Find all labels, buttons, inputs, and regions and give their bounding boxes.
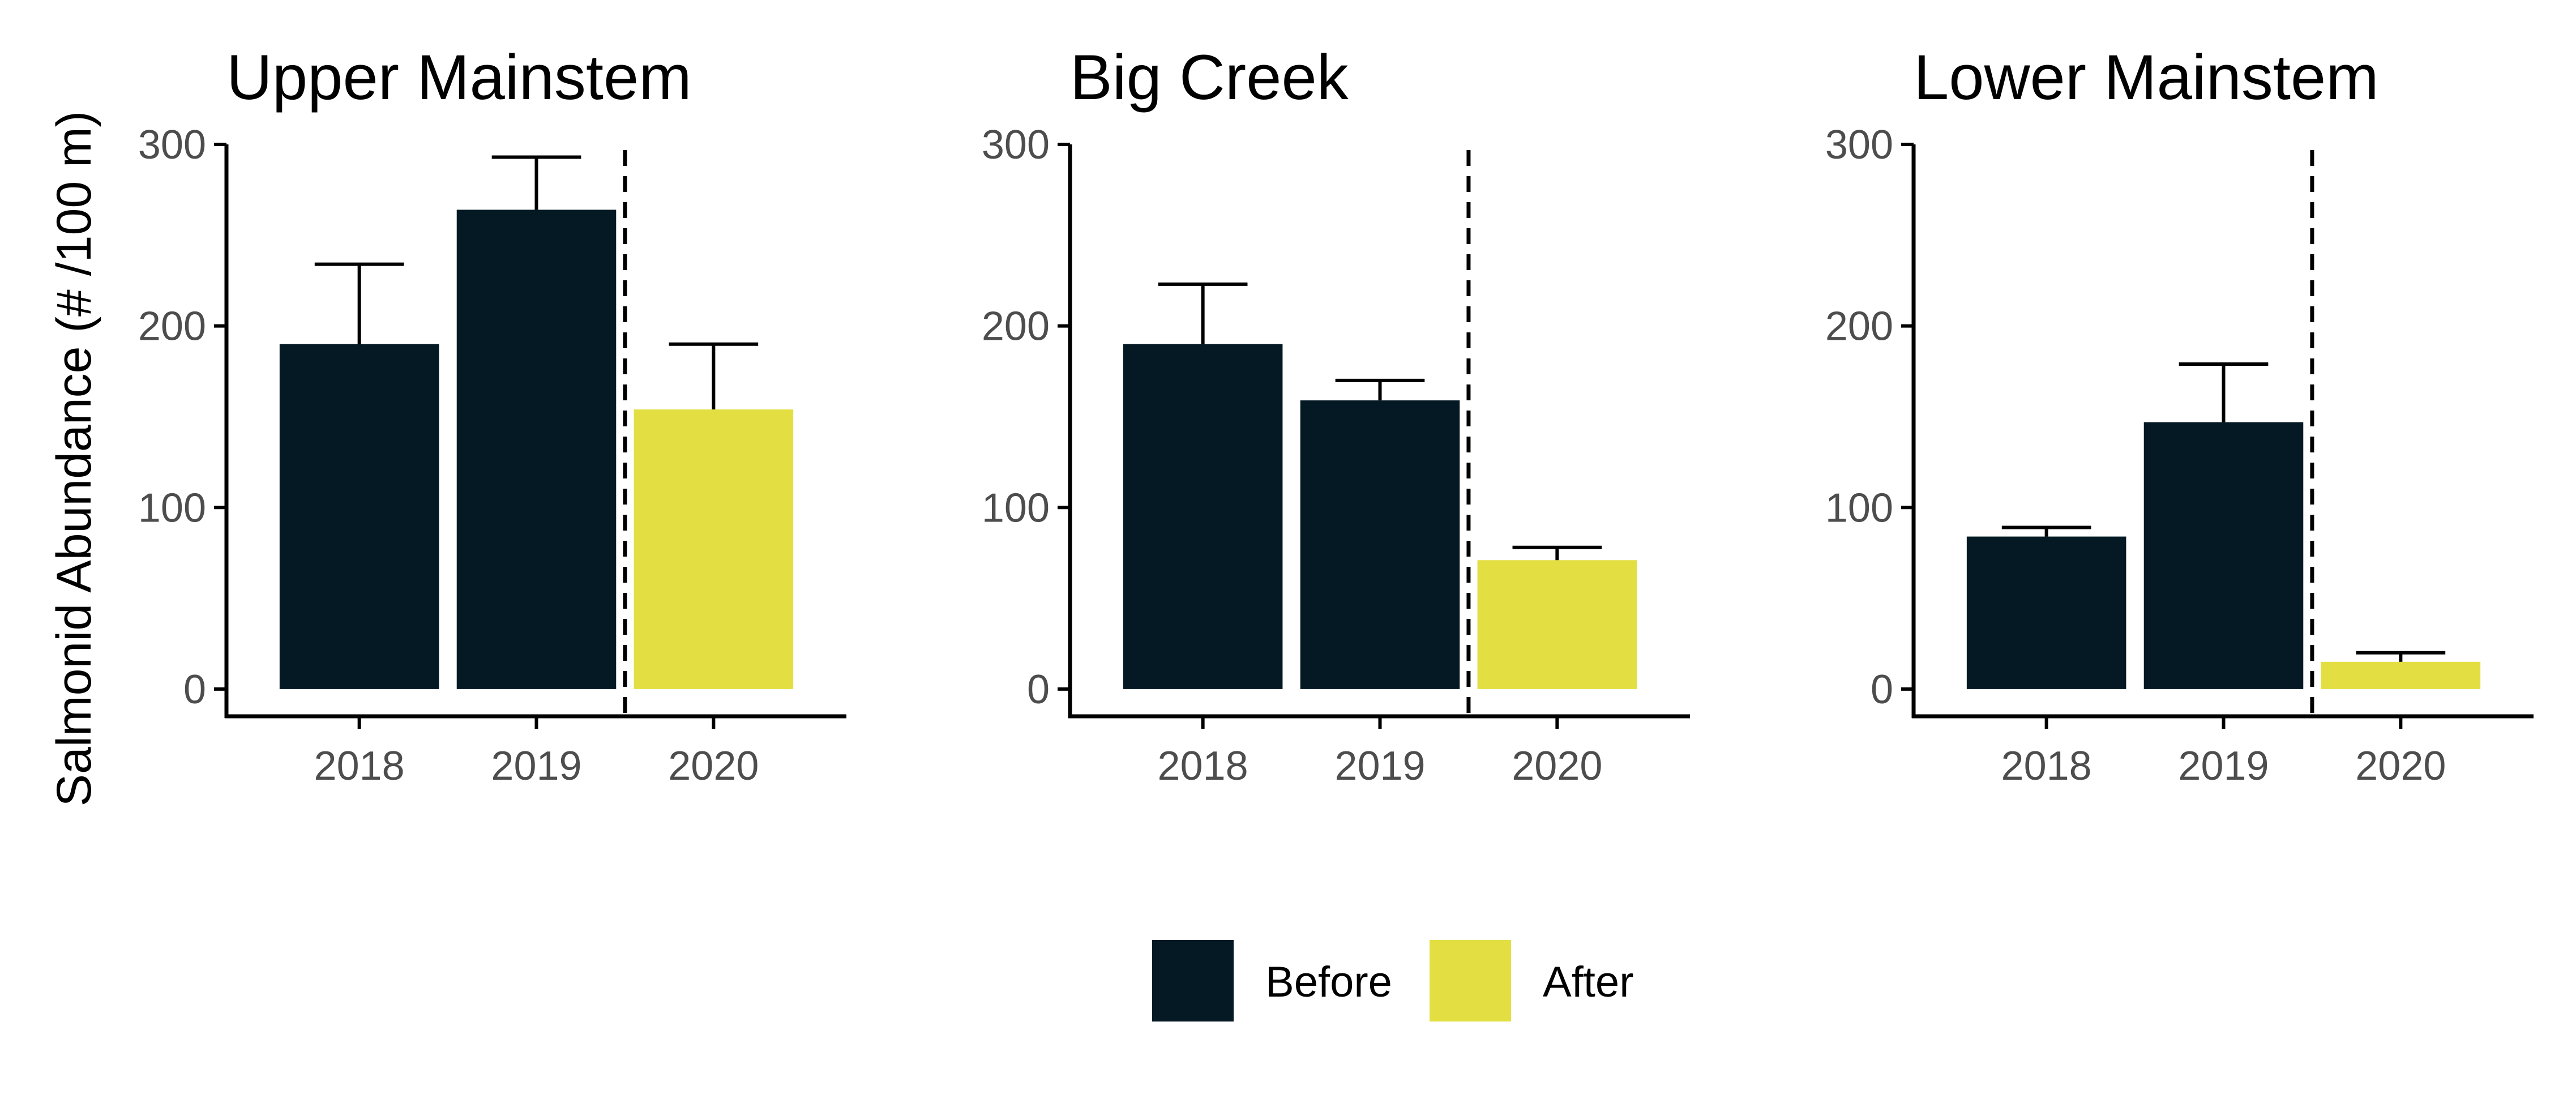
legend-label-after: After [1543,958,1634,1006]
panel-title: Lower Mainstem [1914,42,2379,113]
x-tick-label: 2018 [314,743,405,789]
bar-2020 [2321,661,2481,689]
y-tick-label: 200 [1825,304,1893,349]
y-axis-title: Salmonid Abundance (# /100 m) [47,111,101,807]
x-tick-label: 2018 [1158,743,1248,789]
y-tick-label: 0 [1871,667,1893,712]
y-tick-label: 300 [1825,122,1893,168]
legend-label-before: Before [1265,958,1392,1006]
x-tick-label: 2019 [1334,743,1425,789]
y-tick-label: 300 [982,122,1050,168]
y-tick-label: 100 [982,485,1050,531]
bar-2018 [279,344,439,689]
x-tick-label: 2020 [2355,743,2446,789]
bar-2019 [456,210,617,689]
x-tick-label: 2020 [1512,743,1602,789]
y-tick-label: 100 [1825,485,1893,531]
legend-swatch-before [1152,940,1234,1021]
y-tick-label: 0 [1027,667,1050,712]
bar-2018 [1966,536,2126,689]
y-tick-label: 0 [183,667,206,712]
bar-2018 [1123,344,1283,689]
panel-title: Upper Mainstem [226,42,692,113]
x-tick-label: 2019 [491,743,581,789]
y-tick-label: 100 [138,485,206,531]
y-tick-label: 200 [982,304,1050,349]
bar-2020 [634,409,794,689]
y-tick-label: 200 [138,304,206,349]
y-tick-label: 300 [138,122,206,168]
bar-2019 [1300,400,1460,689]
x-tick-label: 2020 [668,743,759,789]
legend-swatch-after [1430,940,1511,1021]
bar-2019 [2143,422,2304,689]
panel-title: Big Creek [1070,42,1349,113]
x-tick-label: 2018 [2001,743,2092,789]
x-tick-label: 2019 [2178,743,2269,789]
bar-2020 [1477,560,1637,689]
